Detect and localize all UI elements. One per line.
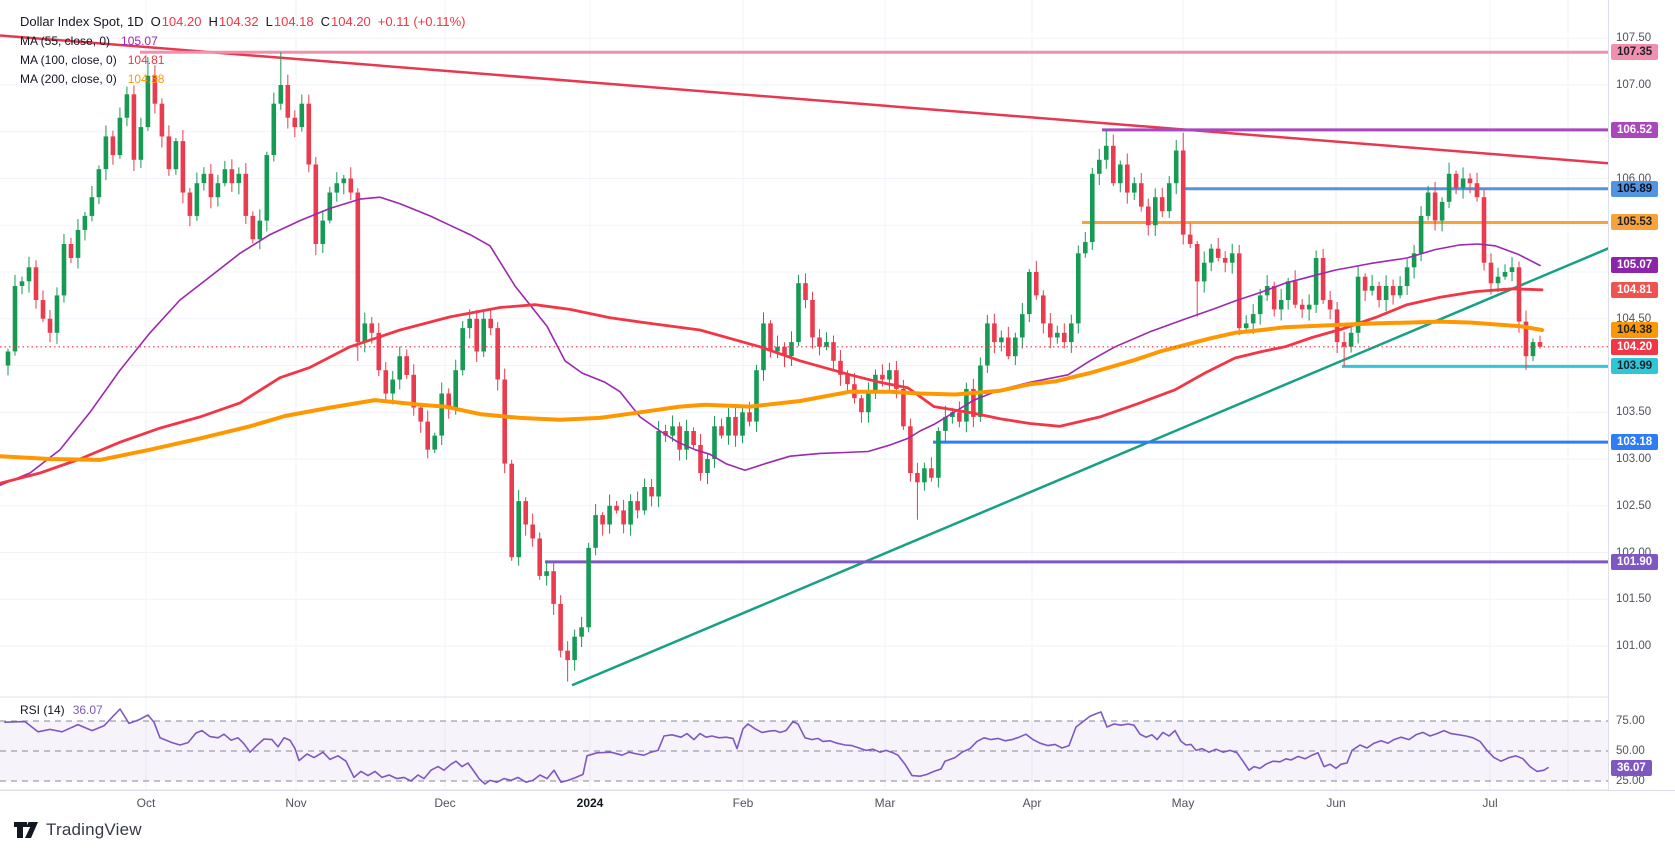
ma-line-MA55 [0,196,1541,487]
price-tick-103.50: 103.50 [1616,406,1652,419]
month-label-Feb: Feb [732,796,754,810]
tradingview-watermark[interactable]: TradingView [13,820,142,840]
price-badge-level-105.53: 105.53 [1611,214,1659,231]
tradingview-logo-icon [14,822,38,838]
ma-line-MA100 [0,287,1544,485]
price-badge-level-107.35: 107.35 [1611,44,1659,61]
time-axis[interactable]: Oct Nov Dec 2024 Feb Mar Apr May Jun Jul [0,790,1675,817]
tradingview-logo-text: TradingView [46,820,142,839]
price-badge-level-103.18: 103.18 [1611,434,1659,451]
rsi-band [0,720,1608,782]
ma-line-MA200 [0,319,1544,462]
month-label-Dec: Dec [434,796,456,810]
month-label-Oct: Oct [136,796,156,810]
price-badge-ma-104.38: 104.38 [1611,321,1659,338]
trendline-descending-resistance[interactable] [0,34,1612,165]
price-tick-107.50: 107.50 [1616,32,1652,45]
grid-lines [0,0,1608,790]
price-axis[interactable]: 107.50 107.00 106.00 104.50 103.50 103.00 102.… [1608,0,1675,790]
price-tick-101.50: 101.50 [1616,593,1652,606]
price-tick-103.00: 103.00 [1616,453,1652,465]
price-badge-level-103.99: 103.99 [1611,358,1659,375]
month-label-Apr: Apr [1022,796,1042,810]
rsi-tick-75.00: 75.00 [1616,715,1645,727]
price-tick-104.50: 104.50 [1616,312,1652,325]
month-label-Mar: Mar [874,796,896,810]
price-badge-level-106.52: 106.52 [1611,121,1659,138]
rsi-tick-50.00: 50.00 [1616,745,1645,757]
price-badge-ma-104.81: 104.81 [1611,281,1659,298]
month-label-Nov: Nov [285,796,307,810]
price-tick-102.50: 102.50 [1616,499,1652,512]
price-badge-level-105.89: 105.89 [1611,180,1659,197]
rsi-badge-36.07: 36.07 [1611,759,1652,776]
price-tick-107.00: 107.00 [1616,79,1652,91]
price-badge-level-101.90: 101.90 [1611,553,1659,570]
rsi-line [4,708,1549,785]
candlestick-series [5,52,1543,682]
month-label-Jul: Jul [1482,796,1498,810]
price-badge-ma-105.07: 105.07 [1611,257,1659,274]
month-label-Jun: Jun [1326,796,1346,810]
trendline-ascending-support[interactable] [571,247,1610,687]
month-label-2024: 2024 [576,796,604,810]
price-badge-last-104.20: 104.20 [1611,338,1659,355]
price-tick-101.00: 101.00 [1616,640,1652,652]
rsi-tick-25.00: 25.00 [1616,775,1645,787]
month-label-May: May [1171,796,1195,810]
